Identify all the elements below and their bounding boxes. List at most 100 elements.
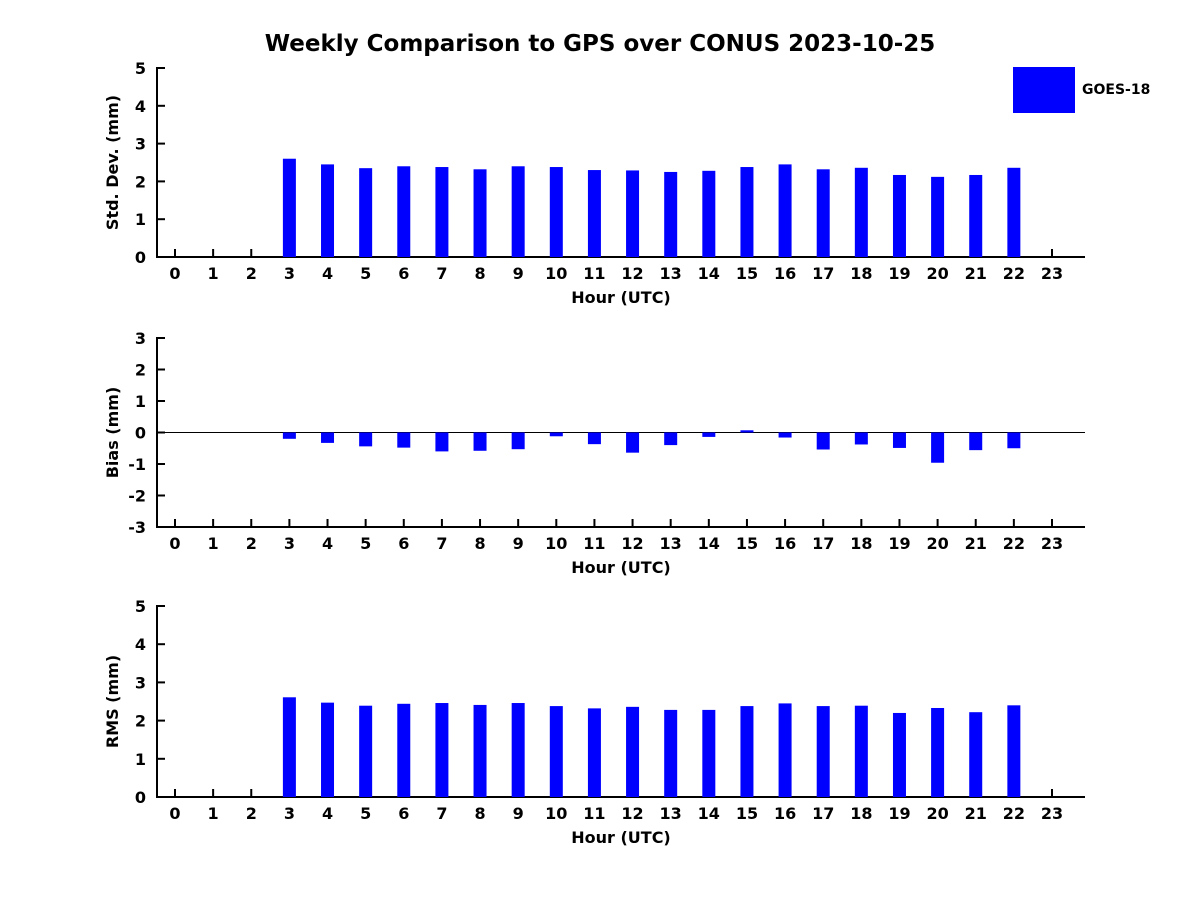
x-tick-label: 14 <box>698 534 720 553</box>
y-tick-label: 0 <box>135 424 146 443</box>
bar-hour-10 <box>549 432 563 437</box>
x-tick-label: 13 <box>660 534 682 553</box>
x-tick-label: 22 <box>1003 804 1025 823</box>
x-tick-label: 7 <box>436 804 447 823</box>
bar-hour-9 <box>511 432 525 450</box>
x-tick-label: 5 <box>360 534 371 553</box>
y-tick-label: -1 <box>128 455 146 474</box>
legend: GOES-18 <box>1013 67 1150 113</box>
x-tick-label: 21 <box>965 534 987 553</box>
bar-hour-16 <box>778 703 792 797</box>
bar-hour-13 <box>664 709 678 797</box>
y-tick-label: 1 <box>135 210 146 229</box>
bar-hour-15 <box>740 430 754 433</box>
bar-hour-17 <box>816 706 830 797</box>
y-tick-label: 3 <box>135 135 146 154</box>
bar-hour-3 <box>282 432 296 439</box>
x-tick-label: 21 <box>965 264 987 283</box>
x-tick-label: 4 <box>322 804 333 823</box>
y-axis-title: RMS (mm) <box>103 655 122 748</box>
y-tick-label: 5 <box>135 59 146 78</box>
x-tick-label: 0 <box>169 534 180 553</box>
bar-hour-20 <box>931 707 945 797</box>
x-tick-label: 1 <box>208 534 219 553</box>
x-tick-label: 14 <box>698 804 720 823</box>
legend-swatch-goes18 <box>1013 67 1075 113</box>
bar-hour-12 <box>626 706 640 797</box>
bar-hour-17 <box>816 169 830 257</box>
bar-hour-18 <box>854 705 868 797</box>
bar-hour-7 <box>435 432 449 452</box>
x-tick-label: 10 <box>545 804 567 823</box>
bar-hour-7 <box>435 703 449 797</box>
y-axis-title: Bias (mm) <box>103 387 122 479</box>
x-tick-label: 5 <box>360 804 371 823</box>
bar-hour-5 <box>359 168 373 257</box>
y-tick-label: 5 <box>135 597 146 616</box>
bar-hour-5 <box>359 432 373 447</box>
x-tick-label: 10 <box>545 264 567 283</box>
x-tick-label: 15 <box>736 804 758 823</box>
x-tick-label: 12 <box>621 804 643 823</box>
bar-hour-10 <box>549 167 563 257</box>
y-tick-label: -2 <box>128 487 146 506</box>
bar-hour-19 <box>892 712 906 797</box>
figure-title: Weekly Comparison to GPS over CONUS 2023… <box>264 31 936 57</box>
x-tick-label: 22 <box>1003 534 1025 553</box>
bar-hour-8 <box>473 704 487 797</box>
bar-hour-21 <box>969 174 983 257</box>
bar-hour-19 <box>892 174 906 257</box>
bar-hour-5 <box>359 705 373 797</box>
bar-hour-19 <box>892 432 906 448</box>
bar-hour-20 <box>931 432 945 463</box>
x-tick-label: 14 <box>698 264 720 283</box>
bar-hour-20 <box>931 176 945 257</box>
bar-hour-4 <box>321 432 335 443</box>
bar-hour-9 <box>511 703 525 797</box>
bar-hour-22 <box>1007 432 1021 449</box>
bar-hour-12 <box>626 432 640 453</box>
y-tick-label: 2 <box>135 712 146 731</box>
bar-hour-11 <box>587 432 601 445</box>
x-tick-label: 19 <box>888 534 910 553</box>
x-tick-label: 10 <box>545 534 567 553</box>
y-tick-label: 4 <box>135 635 146 654</box>
x-tick-label: 0 <box>169 804 180 823</box>
bar-hour-6 <box>397 166 411 257</box>
x-tick-label: 4 <box>322 264 333 283</box>
x-tick-label: 11 <box>583 804 605 823</box>
x-tick-label: 20 <box>926 534 948 553</box>
y-tick-label: 3 <box>135 329 146 348</box>
x-tick-label: 9 <box>513 534 524 553</box>
bar-hour-9 <box>511 166 525 257</box>
x-tick-label: 9 <box>513 264 524 283</box>
bar-hour-18 <box>854 432 868 445</box>
x-tick-label: 3 <box>284 534 295 553</box>
x-tick-label: 6 <box>398 534 409 553</box>
y-tick-label: 1 <box>135 750 146 769</box>
x-tick-label: 15 <box>736 534 758 553</box>
x-tick-label: 22 <box>1003 264 1025 283</box>
x-tick-label: 3 <box>284 264 295 283</box>
x-tick-label: 17 <box>812 534 834 553</box>
x-tick-label: 8 <box>474 804 485 823</box>
y-tick-label: 2 <box>135 361 146 380</box>
x-tick-label: 6 <box>398 804 409 823</box>
bar-hour-12 <box>626 170 640 257</box>
x-tick-label: 6 <box>398 264 409 283</box>
x-axis-title: Hour (UTC) <box>571 828 671 847</box>
bar-hour-11 <box>587 170 601 257</box>
bar-hour-10 <box>549 706 563 797</box>
bar-hour-13 <box>664 171 678 257</box>
y-tick-label: 4 <box>135 97 146 116</box>
bar-hour-3 <box>282 697 296 797</box>
x-tick-label: 17 <box>812 804 834 823</box>
x-tick-label: 20 <box>926 264 948 283</box>
x-tick-label: 13 <box>660 804 682 823</box>
x-tick-label: 8 <box>474 264 485 283</box>
y-tick-label: 0 <box>135 248 146 267</box>
